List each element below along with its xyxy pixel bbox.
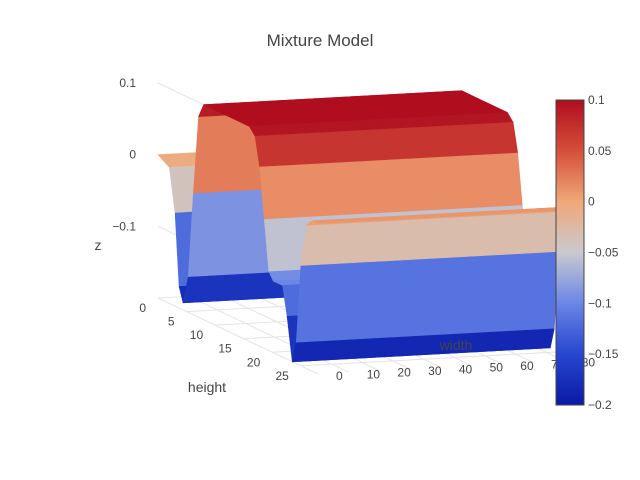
x-tick-label: 60: [520, 359, 534, 373]
x-tick-label: 10: [367, 367, 381, 381]
y-tick-label: 25: [275, 369, 289, 383]
colorbar-tick-label: −0.15: [588, 347, 619, 361]
y-tick-label: 5: [168, 315, 175, 329]
colorbar-tick-label: −0.1: [588, 296, 612, 310]
x-tick-label: 40: [459, 362, 473, 376]
scene-3d[interactable]: 0102030405060708005101520250.10−0.1 widt…: [95, 76, 596, 395]
x-tick-label: 0: [336, 369, 343, 383]
colorbar-tick-label: 0: [588, 195, 595, 209]
surface: [157, 90, 577, 363]
colorbar-bar: [555, 99, 585, 406]
z-axis-title: z: [95, 237, 102, 253]
z-tick-label: 0: [129, 148, 136, 162]
grid-line: [157, 297, 319, 375]
y-axis-title: height: [188, 379, 226, 395]
colorbar-tick-label: 0.05: [588, 144, 612, 158]
z-tick-label: 0.1: [119, 76, 136, 90]
x-tick-label: 20: [397, 366, 411, 380]
x-tick-label: 80: [582, 356, 596, 370]
z-tick-label: −0.1: [112, 219, 136, 233]
y-tick-label: 15: [218, 342, 232, 356]
chart-title: Mixture Model: [267, 31, 374, 50]
colorbar: 0.1 0.05 0 −0.05 −0.1 −0.15 −0.2: [555, 93, 619, 412]
colorbar-tick-label: −0.05: [588, 246, 619, 260]
colorbar-tick-label: 0.1: [588, 93, 605, 107]
axis-ticks: 0102030405060708005101520250.10−0.1: [112, 76, 595, 383]
colorbar-ticks: 0.1 0.05 0 −0.05 −0.1 −0.15 −0.2: [588, 93, 619, 412]
x-tick-label: 50: [490, 361, 504, 375]
surface-patch: [531, 327, 555, 350]
colorbar-tick-label: −0.2: [588, 398, 612, 412]
y-tick-label: 0: [139, 301, 146, 315]
x-tick-label: 30: [428, 364, 442, 378]
y-tick-label: 20: [247, 355, 261, 369]
y-tick-label: 10: [190, 328, 204, 342]
x-axis-title: width: [439, 337, 473, 353]
